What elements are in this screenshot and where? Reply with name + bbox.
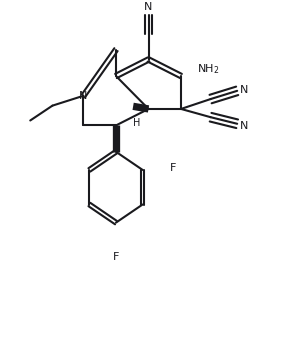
Text: N: N: [79, 91, 87, 101]
Text: N: N: [240, 121, 248, 131]
Text: N: N: [144, 2, 153, 12]
Text: F: F: [113, 252, 119, 262]
Text: H: H: [133, 118, 140, 128]
Text: F: F: [170, 163, 176, 173]
Text: N: N: [240, 85, 248, 95]
Text: NH$_2$: NH$_2$: [197, 62, 220, 76]
